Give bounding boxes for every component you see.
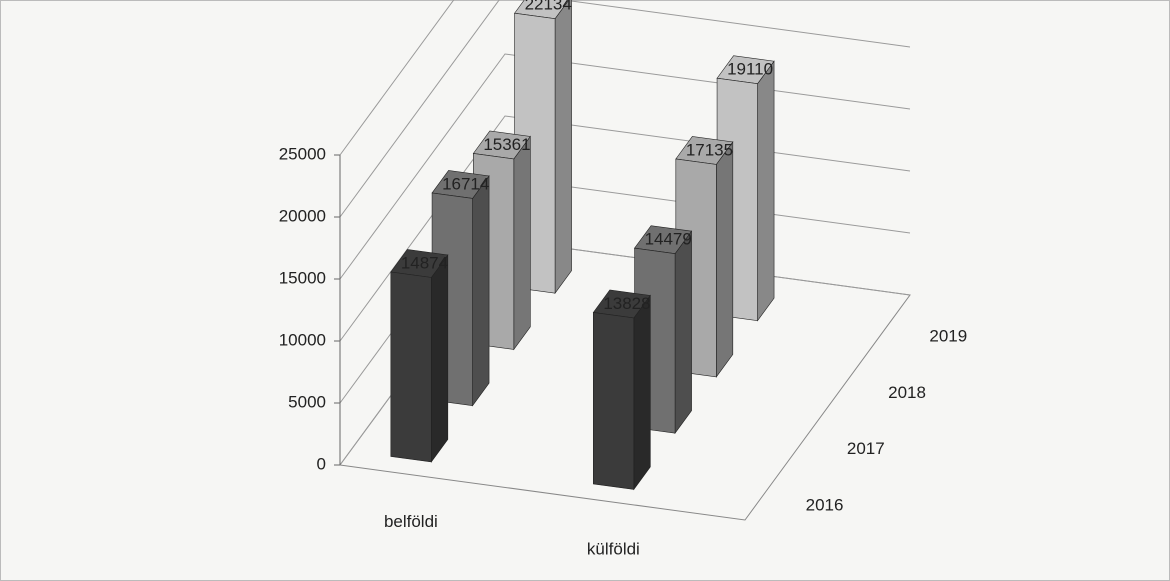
grid-line xyxy=(339,53,911,280)
data-label: 19110 xyxy=(727,60,773,79)
legend-label: 2017 xyxy=(847,439,885,458)
data-label: 15361 xyxy=(483,135,530,154)
data-label: 16714 xyxy=(442,174,489,193)
bar-side xyxy=(674,230,692,435)
grid-line xyxy=(339,0,911,218)
data-label: 14479 xyxy=(645,230,692,249)
bar-side xyxy=(633,294,651,491)
y-tick-label: 5000 xyxy=(288,392,326,411)
bar xyxy=(592,289,651,491)
x-tick-label: külföldi xyxy=(587,540,640,559)
bar-side xyxy=(716,141,734,378)
data-label: 13828 xyxy=(603,294,650,313)
grid-line xyxy=(339,0,455,156)
bar-front xyxy=(593,312,635,490)
bar-side xyxy=(554,0,572,295)
y-tick-label: 20000 xyxy=(279,206,326,225)
bar-side xyxy=(431,254,449,463)
bar xyxy=(675,136,734,378)
legend-label: 2016 xyxy=(806,495,844,514)
bar xyxy=(514,0,572,295)
y-tick-label: 25000 xyxy=(279,144,326,163)
y-tick-label: 0 xyxy=(317,454,326,473)
bar-front xyxy=(390,271,432,463)
legend-label: 2018 xyxy=(888,383,926,402)
y-tick-label: 10000 xyxy=(279,330,326,349)
bar-side xyxy=(757,60,775,322)
data-label: 14874 xyxy=(401,253,448,272)
bar xyxy=(390,249,449,463)
x-tick-label: belföldi xyxy=(384,512,438,531)
data-label: 22134 xyxy=(525,0,572,14)
bar-side xyxy=(513,135,531,351)
data-label: 17135 xyxy=(686,140,733,159)
legend-label: 2019 xyxy=(929,327,967,346)
y-tick-label: 15000 xyxy=(279,268,326,287)
bar-side xyxy=(472,175,490,407)
